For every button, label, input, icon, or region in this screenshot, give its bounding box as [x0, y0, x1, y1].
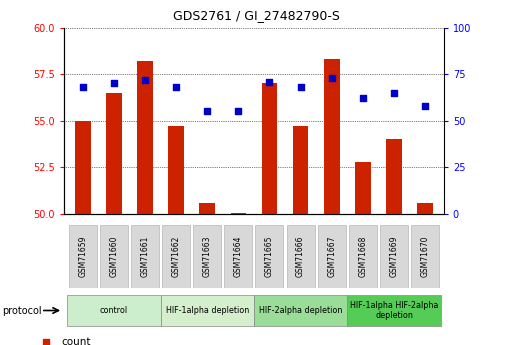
Text: GSM71669: GSM71669: [389, 236, 399, 277]
FancyBboxPatch shape: [69, 225, 97, 288]
Point: [141, 77, 149, 82]
FancyBboxPatch shape: [380, 225, 408, 288]
Text: HIF-2alpha depletion: HIF-2alpha depletion: [259, 306, 342, 315]
Text: GDS2761 / GI_27482790-S: GDS2761 / GI_27482790-S: [173, 9, 340, 22]
Text: GSM71666: GSM71666: [296, 236, 305, 277]
Text: GSM71663: GSM71663: [203, 236, 212, 277]
Point: [265, 79, 273, 85]
Text: GSM71667: GSM71667: [327, 236, 336, 277]
Point: [110, 81, 118, 86]
Point: [42, 339, 50, 344]
Point: [234, 109, 243, 114]
Bar: [386, 139, 402, 214]
FancyBboxPatch shape: [349, 225, 377, 288]
FancyBboxPatch shape: [318, 225, 346, 288]
FancyBboxPatch shape: [100, 225, 128, 288]
Bar: [231, 213, 246, 214]
Bar: [262, 83, 277, 214]
Text: GSM71668: GSM71668: [359, 236, 367, 277]
Bar: [355, 162, 370, 214]
Bar: [106, 93, 122, 214]
Point: [203, 109, 211, 114]
Text: control: control: [100, 306, 128, 315]
FancyBboxPatch shape: [224, 225, 252, 288]
FancyBboxPatch shape: [131, 225, 159, 288]
Text: GSM71664: GSM71664: [234, 236, 243, 277]
FancyBboxPatch shape: [287, 225, 314, 288]
Point: [78, 85, 87, 90]
Text: GSM71662: GSM71662: [172, 236, 181, 277]
Text: GSM71665: GSM71665: [265, 236, 274, 277]
Bar: [293, 126, 308, 214]
Point: [359, 96, 367, 101]
Point: [390, 90, 398, 96]
Text: GSM71660: GSM71660: [109, 236, 119, 277]
FancyBboxPatch shape: [193, 225, 221, 288]
Bar: [75, 121, 91, 214]
Bar: [324, 59, 340, 214]
Text: GSM71659: GSM71659: [78, 236, 87, 277]
FancyBboxPatch shape: [347, 295, 441, 326]
Bar: [168, 126, 184, 214]
Bar: [417, 203, 433, 214]
FancyBboxPatch shape: [254, 295, 347, 326]
Point: [172, 85, 180, 90]
Bar: [200, 203, 215, 214]
Text: GSM71670: GSM71670: [421, 236, 429, 277]
FancyBboxPatch shape: [67, 295, 161, 326]
Point: [328, 75, 336, 81]
Point: [421, 103, 429, 109]
Point: [297, 85, 305, 90]
Text: HIF-1alpha HIF-2alpha
depletion: HIF-1alpha HIF-2alpha depletion: [350, 301, 438, 320]
Text: GSM71661: GSM71661: [141, 236, 149, 277]
Text: protocol: protocol: [3, 306, 42, 315]
Bar: [137, 61, 153, 214]
Text: count: count: [62, 337, 91, 345]
FancyBboxPatch shape: [255, 225, 284, 288]
FancyBboxPatch shape: [411, 225, 439, 288]
Text: HIF-1alpha depletion: HIF-1alpha depletion: [166, 306, 249, 315]
FancyBboxPatch shape: [161, 295, 254, 326]
FancyBboxPatch shape: [162, 225, 190, 288]
